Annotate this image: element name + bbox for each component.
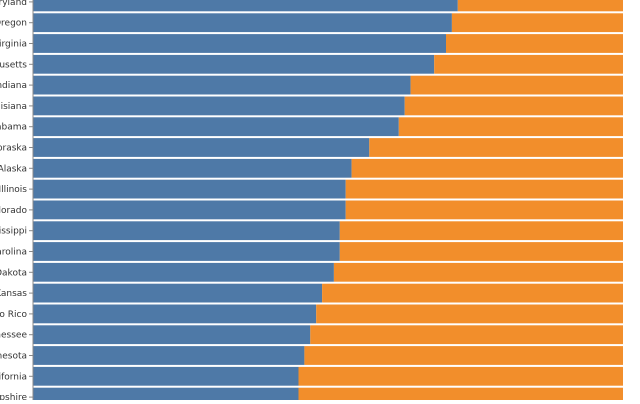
bar-orange-13	[333, 262, 623, 282]
bar-blue-15	[33, 304, 317, 324]
bar-blue-14	[33, 283, 323, 303]
bar-orange-12	[339, 242, 623, 261]
bar-orange-4	[410, 75, 623, 95]
bar-orange-0	[457, 0, 623, 12]
bar-blue-13	[33, 262, 334, 282]
category-label-11: ssissippi	[0, 227, 27, 237]
bar-orange-19	[298, 387, 623, 404]
category-label-18: ifornia	[0, 372, 27, 382]
bar-blue-11	[33, 221, 340, 241]
bar-orange-2	[446, 34, 623, 53]
category-label-8: Alaska	[0, 164, 27, 174]
category-label-15: to Rico	[0, 310, 27, 320]
category-label-1: Oregon	[0, 19, 27, 29]
bar-blue-18	[33, 366, 299, 386]
category-label-0: ryland	[0, 0, 27, 8]
bar-orange-3	[434, 54, 623, 74]
category-label-12: arolina	[0, 248, 27, 258]
bar-blue-7	[33, 138, 370, 157]
category-label-5: isiana	[1, 102, 27, 112]
category-label-9: Illinois	[0, 185, 27, 195]
bar-orange-15	[316, 304, 623, 324]
bar-orange-8	[351, 158, 623, 178]
bar-blue-16	[33, 325, 311, 345]
bar-orange-1	[451, 13, 623, 33]
category-label-17: nesota	[0, 352, 27, 362]
bar-blue-19	[33, 387, 299, 404]
bar-orange-9	[345, 179, 623, 199]
bar-blue-8	[33, 158, 352, 178]
bar-orange-10	[345, 200, 623, 220]
bar-blue-6	[33, 117, 399, 137]
bars-layer	[33, 0, 623, 404]
category-label-14: Kansas	[0, 289, 27, 299]
bar-blue-12	[33, 242, 340, 261]
bar-orange-18	[298, 366, 623, 386]
bar-orange-6	[398, 117, 623, 137]
bar-blue-5	[33, 96, 405, 116]
bar-orange-7	[369, 138, 623, 157]
bar-blue-9	[33, 179, 346, 199]
bar-blue-1	[33, 13, 452, 33]
category-label-4: ndiana	[0, 81, 27, 91]
bar-orange-11	[339, 221, 623, 241]
bar-blue-2	[33, 34, 446, 53]
category-label-7: braska	[0, 144, 27, 154]
bar-orange-14	[322, 283, 623, 303]
bar-orange-16	[310, 325, 623, 345]
bar-blue-3	[33, 54, 435, 74]
bar-blue-17	[33, 346, 305, 365]
category-label-13: Dakota	[0, 268, 27, 278]
category-label-16: nessee	[0, 331, 27, 341]
category-labels: ryland Oregon irginia usetts ndiana isiana aba…	[0, 0, 33, 403]
bar-orange-17	[304, 346, 623, 365]
bar-blue-10	[33, 200, 346, 220]
category-label-2: irginia	[0, 40, 27, 50]
bar-blue-4	[33, 75, 411, 95]
category-label-3: usetts	[0, 60, 27, 70]
bar-blue-0	[33, 0, 458, 12]
category-label-10: lorado	[0, 206, 27, 216]
bar-orange-5	[404, 96, 623, 116]
category-label-19: pshire	[0, 393, 27, 400]
